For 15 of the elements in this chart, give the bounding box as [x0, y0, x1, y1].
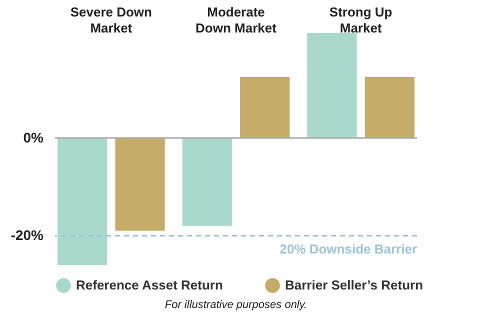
- x-tick-label: Severe Down Market: [70, 4, 152, 36]
- bar: [364, 76, 415, 138]
- bar: [240, 76, 290, 138]
- x-tick-label: Moderate Down Market: [196, 4, 278, 36]
- legend-label: Barrier Seller’s Return: [285, 278, 424, 293]
- y-tick-label: -20%: [10, 227, 44, 244]
- bar: [182, 138, 232, 226]
- bar: [115, 138, 165, 231]
- legend-label: Reference Asset Return: [76, 278, 223, 293]
- x-tick-label: Strong Up Market: [329, 4, 392, 36]
- bar: [57, 138, 108, 265]
- ref-line-label: 20% Downside Barrier: [280, 242, 417, 257]
- y-tick-label: 0%: [23, 130, 44, 146]
- bar: [307, 33, 357, 138]
- text: For illustrative purposes only.: [164, 299, 308, 311]
